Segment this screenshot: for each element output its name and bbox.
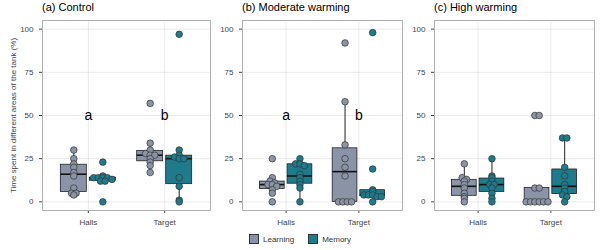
svg-text:0: 0 bbox=[29, 197, 34, 206]
html-text:Learning: Learning bbox=[263, 234, 295, 244]
svg-text:Halls: Halls bbox=[277, 218, 295, 227]
svg-text:100: 100 bbox=[220, 25, 234, 34]
html-text:(b) Moderate warming: (b) Moderate warming bbox=[242, 1, 350, 13]
svg-text:100: 100 bbox=[412, 25, 426, 34]
html-text:(c) High warming: (c) High warming bbox=[434, 1, 518, 13]
svg-text:50: 50 bbox=[417, 111, 426, 120]
svg-text:Time spent in different areas: Time spent in different areas of the tan… bbox=[9, 38, 18, 194]
svg-text:0: 0 bbox=[229, 197, 234, 206]
svg-text:a: a bbox=[282, 107, 290, 123]
svg-text:75: 75 bbox=[225, 68, 234, 77]
html-text:Memory: Memory bbox=[322, 234, 351, 244]
svg-text:75: 75 bbox=[417, 68, 426, 77]
svg-text:b: b bbox=[355, 107, 363, 123]
svg-text:b: b bbox=[161, 107, 169, 123]
svg-text:Target: Target bbox=[154, 218, 177, 227]
svg-text:50: 50 bbox=[25, 111, 34, 120]
svg-text:75: 75 bbox=[25, 68, 34, 77]
svg-text:25: 25 bbox=[225, 154, 234, 163]
svg-text:Halls: Halls bbox=[469, 218, 487, 227]
svg-text:Target: Target bbox=[540, 218, 563, 227]
svg-text:25: 25 bbox=[25, 154, 34, 163]
svg-text:0: 0 bbox=[421, 197, 426, 206]
svg-text:25: 25 bbox=[417, 154, 426, 163]
svg-text:Halls: Halls bbox=[79, 218, 97, 227]
svg-text:Target: Target bbox=[348, 218, 371, 227]
svg-text:100: 100 bbox=[20, 25, 34, 34]
svg-text:50: 50 bbox=[225, 111, 234, 120]
svg-text:a: a bbox=[84, 107, 92, 123]
html-text:(a) Control: (a) Control bbox=[42, 1, 94, 13]
